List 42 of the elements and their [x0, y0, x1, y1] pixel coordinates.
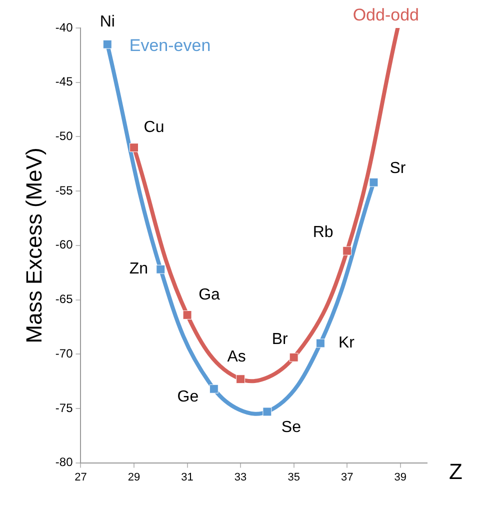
point [156, 264, 166, 274]
text: Odd-odd [352, 6, 419, 25]
point [369, 178, 378, 187]
y-axis-title: Mass Excess (MeV) [21, 148, 46, 344]
annotation: As [227, 348, 246, 366]
y-tick-label: -65 [55, 292, 74, 306]
y-tick-label: -70 [55, 346, 74, 360]
annotation: Br [272, 330, 288, 348]
annotation: Ge [177, 388, 199, 406]
y-tick-label: -75 [55, 400, 74, 415]
x-axis-title: Z [449, 458, 462, 484]
x-tick-label: 37 [340, 471, 354, 484]
annotation: Ni [100, 14, 115, 31]
point [316, 338, 325, 348]
y-tick-label: -55 [55, 183, 74, 198]
series-label: Even-even [129, 36, 211, 55]
x-tick-label: 27 [74, 471, 87, 484]
annotation: Sr [390, 160, 406, 177]
annotation: Se [281, 419, 302, 436]
x-tick-label: 35 [288, 471, 300, 484]
annotation: Zn [129, 260, 148, 278]
annotation: Rb [312, 224, 334, 242]
y-tick-label: -45 [55, 74, 74, 89]
point [130, 143, 139, 152]
x-tick-label: 39 [394, 471, 406, 484]
annotation: Ga [198, 286, 220, 304]
x-tick-label: 31 [181, 471, 194, 484]
point [289, 352, 298, 362]
annotation: Kr [338, 334, 356, 352]
point [262, 407, 272, 416]
point [182, 310, 192, 320]
point [342, 246, 352, 256]
point [102, 40, 112, 49]
y-tick-label: -60 [55, 238, 74, 252]
y-tick-label: -40 [55, 20, 74, 34]
y-tick-label: -50 [55, 129, 74, 144]
point [236, 374, 246, 384]
x-tick-label: 33 [234, 471, 247, 484]
point [209, 384, 218, 394]
y-tick-label: -80 [55, 455, 74, 470]
x-tick-label: 29 [128, 471, 140, 484]
annotation: Cu [144, 118, 164, 136]
